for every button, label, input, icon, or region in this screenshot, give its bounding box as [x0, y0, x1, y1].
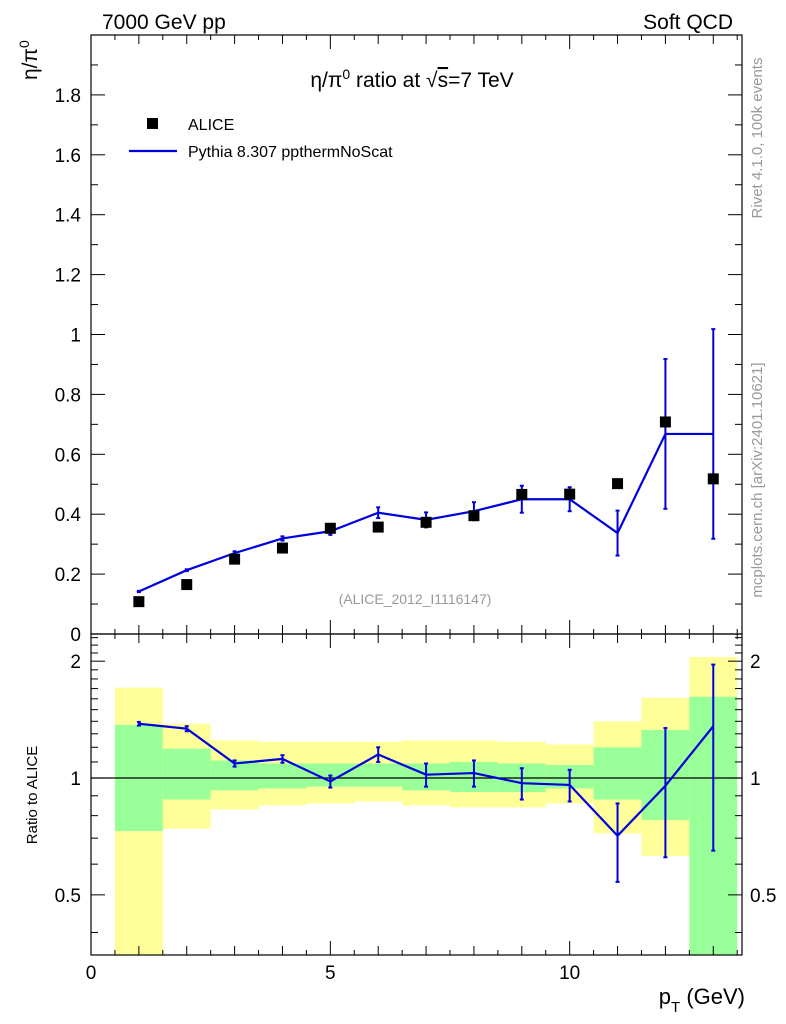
data-point — [181, 579, 193, 591]
legend-data-label: ALICE — [188, 117, 234, 134]
data-point — [420, 516, 432, 528]
green-band — [354, 763, 403, 787]
main-ytick-label: 1.6 — [55, 146, 81, 167]
ratio-ytick-label: 0.5 — [55, 886, 81, 907]
ratio-xtick-label: 0 — [86, 963, 97, 984]
data-point — [564, 488, 576, 500]
data-point — [516, 488, 528, 500]
ratio-xtick-label: 10 — [559, 963, 580, 984]
data-point — [612, 478, 624, 490]
main-ytick-label: 1.2 — [55, 266, 81, 287]
main-ytick-label: 0.4 — [55, 505, 82, 526]
ratio-ytick-label-right: 2 — [750, 652, 761, 673]
main-ylabel: η/π0 — [16, 40, 42, 80]
green-band — [258, 763, 307, 789]
legend-data-marker — [147, 118, 158, 129]
data-point — [133, 596, 145, 608]
data-point — [707, 473, 719, 485]
energy-label: 7000 GeV pp — [102, 11, 226, 34]
legend-mc-label: Pythia 8.307 ppthermNoScat — [188, 144, 393, 161]
ratio-ytick-label: 2 — [70, 652, 81, 673]
ratio-ylabel: Ratio to ALICE — [24, 746, 41, 844]
chart-title: η/π0 ratio at √s=7 TeV — [310, 66, 513, 92]
green-band — [162, 748, 211, 800]
data-point — [468, 510, 480, 522]
main-ytick-label: 0.2 — [55, 565, 81, 586]
ratio-frame — [90, 633, 743, 956]
main-ytick-label-zero: 0 — [70, 625, 81, 646]
data-point — [229, 553, 241, 565]
main-ytick-label: 0.6 — [55, 445, 81, 466]
category-label: Soft QCD — [643, 11, 733, 34]
ratio-xtick-label: 5 — [325, 963, 336, 984]
main-ytick-label: 1.4 — [55, 206, 82, 227]
mcplots-label: mcplots.cern.ch [arXiv:2401.10621] — [749, 362, 766, 597]
main-ytick-label: 1.8 — [55, 86, 81, 107]
data-point — [659, 416, 671, 428]
main-ytick-label: 1 — [70, 326, 81, 347]
rivet-label: Rivet 4.1.0, 100k events — [749, 58, 766, 219]
analysis-label: (ALICE_2012_I1116147) — [339, 591, 492, 607]
data-point — [372, 521, 384, 533]
ratio-ytick-label-right: 0.5 — [750, 886, 776, 907]
data-point — [276, 542, 288, 554]
data-point — [324, 522, 336, 534]
ratio-ytick-label: 1 — [70, 769, 81, 790]
mc-line — [138, 432, 714, 593]
ratio-ytick-label-right: 1 — [750, 769, 761, 790]
main-ytick-label: 0.8 — [55, 385, 81, 406]
x-axis-label: pT (GeV) — [659, 984, 745, 1016]
green-band — [593, 747, 642, 800]
